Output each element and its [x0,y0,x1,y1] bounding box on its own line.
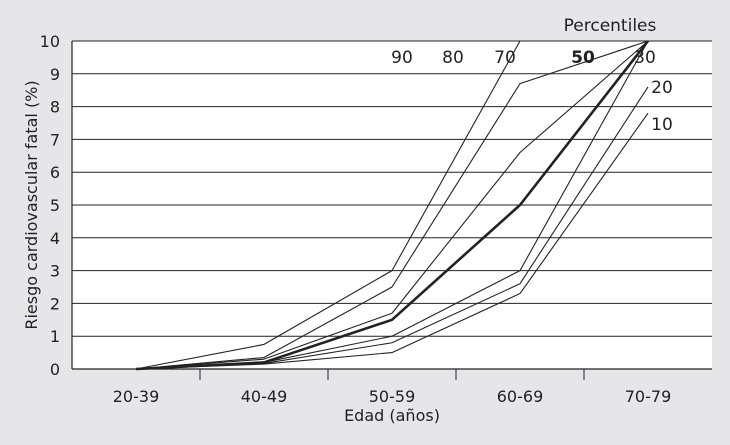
series-label-10: 10 [651,115,673,135]
x-tick-label-40-49: 40-49 [241,387,288,406]
y-tick-label-9: 9 [50,65,60,84]
x-tick-label-70-79: 70-79 [625,387,672,406]
x-tick-label-50-59: 50-59 [369,387,416,406]
y-tick-label-1: 1 [50,327,60,346]
series-line-90 [135,40,521,370]
x-axis-label: Edad (años) [344,406,440,425]
series-lines [135,40,650,371]
series-label-80: 80 [442,48,464,68]
y-tick-label-4: 4 [50,229,60,248]
x-tick-label-20-39: 20-39 [113,387,160,406]
y-tick-label-5: 5 [50,196,60,215]
y-tick-label-0: 0 [50,360,60,379]
y-tick-label-3: 3 [50,262,60,281]
y-axis-label: Riesgo cardiovascular fatal (%) [22,80,41,329]
series-line-50 [135,40,650,371]
x-tick-label-60-69: 60-69 [497,387,544,406]
y-tick-label-2: 2 [50,294,60,313]
legend-title: Percentiles [564,16,657,36]
series-line-70 [135,40,649,370]
y-tick-label-7: 7 [50,130,60,149]
y-tick-label-10: 10 [40,32,60,51]
y-tick-label-8: 8 [50,98,60,117]
axes [71,41,712,380]
series-label-90: 90 [391,48,413,68]
series-label-30: 30 [634,48,656,68]
y-tick-label-6: 6 [50,163,60,182]
series-label-50: 50 [571,48,595,68]
series-label-70: 70 [494,48,516,68]
labels: 0 1 2 3 4 5 6 7 8 9 10 20-39 40-49 50-59 60-69 70-79 10 2… [40,32,673,406]
series-line-80 [135,40,649,370]
series-label-20: 20 [651,78,673,98]
